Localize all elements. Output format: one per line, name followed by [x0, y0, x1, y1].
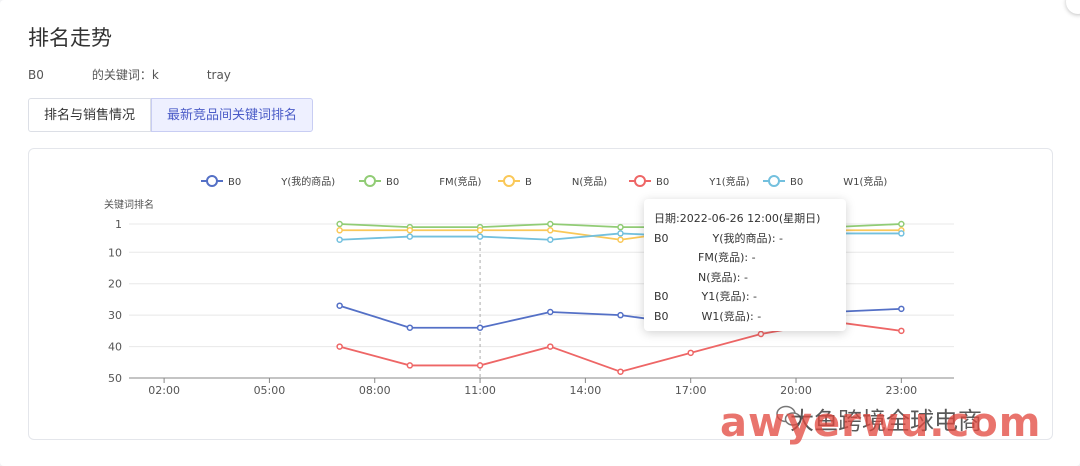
legend-marker: [503, 175, 515, 187]
data-point: [476, 362, 484, 369]
data-point: [336, 227, 343, 234]
x-tick-label: 14:00: [570, 384, 602, 397]
data-point: [687, 349, 694, 357]
y-tick-label: 40: [108, 341, 122, 354]
y-tick-label: 30: [108, 309, 122, 322]
tab-group: 排名与销售情况 最新竞品间关键词排名: [28, 98, 314, 132]
tooltip-date: 日期:2022-06-26 12:00(星期日): [654, 212, 821, 225]
data-point: [547, 343, 554, 350]
data-point: [898, 327, 905, 335]
chart-tooltip: 日期:2022-06-26 12:00(星期日) B0 Y(我的商品): - F…: [644, 199, 846, 331]
y-tick-label: 1: [115, 218, 122, 231]
legend-label: B0 W1(竞品): [790, 175, 887, 188]
data-point: [617, 223, 624, 231]
data-point: [547, 227, 554, 234]
legend-label: B0 Y1(竞品): [656, 175, 750, 188]
legend-label: B0 FM(竞品): [386, 175, 482, 188]
y-tick-label: 10: [108, 246, 122, 259]
tooltip-row: FM(竞品): -: [654, 251, 756, 264]
data-point: [617, 311, 624, 319]
close-icon[interactable]: [1066, 0, 1080, 14]
tooltip-row: B0 W1(竞品): -: [654, 309, 762, 323]
data-point: [476, 324, 484, 331]
x-tick-label: 17:00: [675, 384, 707, 397]
tooltip-row: N(竞品): -: [654, 270, 748, 284]
x-tick-label: 08:00: [359, 384, 391, 397]
legend-marker: [768, 175, 780, 187]
tab-ranking-and-sales[interactable]: 排名与销售情况: [28, 98, 152, 132]
data-point: [406, 233, 414, 240]
watermark-brand: 大鱼跨境全球电商: [790, 407, 982, 435]
data-point: [898, 305, 905, 313]
data-point: [336, 236, 343, 243]
data-point: [336, 343, 343, 350]
data-point: [336, 302, 343, 309]
legend-marker: [206, 175, 218, 187]
ranking-line-chart: 1 10 20 30 40 50 关键词排名 02:00 05:00 08:00 11:00 14:0…: [104, 175, 954, 397]
data-point: [476, 233, 484, 240]
data-point: [406, 324, 414, 331]
data-point: [406, 362, 414, 369]
x-tick-label: 05:00: [254, 384, 286, 397]
data-point: [547, 220, 554, 228]
x-tick-label: 23:00: [885, 384, 917, 397]
data-point: [617, 230, 624, 237]
x-tick-label: 11:00: [464, 384, 496, 397]
data-point: [476, 227, 484, 234]
data-point: [617, 236, 624, 243]
keyword-subtitle: B0 的关键词：k tray: [28, 68, 231, 82]
y-axis-label: 关键词排名: [104, 198, 154, 211]
tooltip-row: B0 Y1(竞品): -: [654, 290, 758, 303]
legend-label: B0 Y(我的商品): [228, 175, 335, 188]
modal-title: 排名走势: [28, 26, 112, 50]
x-tick-label: 20:00: [780, 384, 812, 397]
tooltip-row: B0 Y(我的商品): -: [654, 231, 784, 245]
data-point: [336, 220, 343, 228]
data-point: [547, 308, 554, 316]
tab-competitor-keyword-ranking[interactable]: 最新竞品间关键词排名: [151, 98, 314, 132]
legend-marker: [634, 175, 646, 187]
data-point: [406, 227, 414, 234]
wechat-icon: [776, 405, 802, 426]
y-tick-label: 20: [108, 278, 122, 291]
data-point: [898, 220, 905, 228]
chart-card: 1 10 20 30 40 50 关键词排名 02:00 05:00 08:00 11:00 14:0…: [28, 148, 1053, 440]
data-point: [617, 368, 624, 375]
data-point: [898, 230, 905, 237]
data-point: [547, 236, 554, 243]
data-point: [757, 330, 765, 338]
x-tick-label: 02:00: [148, 384, 180, 397]
legend-marker: [364, 175, 376, 187]
legend-label: B N(竞品): [525, 175, 607, 188]
y-tick-label: 50: [108, 372, 122, 385]
watermark: awyerwu.com: [720, 400, 1042, 446]
